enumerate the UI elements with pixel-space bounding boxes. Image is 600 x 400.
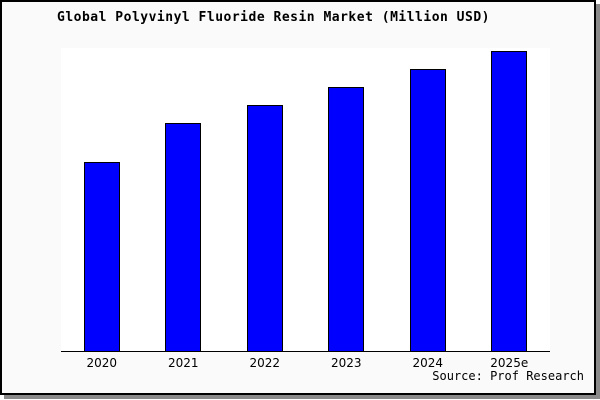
x-tick-label-2025e: 2025e [490,356,529,370]
chart-title: Global Polyvinyl Fluoride Resin Market (… [57,10,490,25]
bar-2025e [491,51,528,351]
x-axis-labels: 2020 2021 2022 2023 2024 2025e [61,356,550,372]
x-tick-label-2024: 2024 [412,356,444,370]
bar-2021 [165,123,202,351]
x-tick-label-2020: 2020 [86,356,118,370]
source-credit: Source: Prof Research [432,369,584,383]
x-tick-label-2022: 2022 [249,356,281,370]
bar-2023 [328,87,365,351]
x-tick-label-2023: 2023 [330,356,362,370]
bar-2024 [409,69,446,351]
plot-area [61,48,550,352]
x-tick-label-2021: 2021 [167,356,199,370]
bar-2022 [246,105,283,351]
bar-2020 [83,162,120,351]
